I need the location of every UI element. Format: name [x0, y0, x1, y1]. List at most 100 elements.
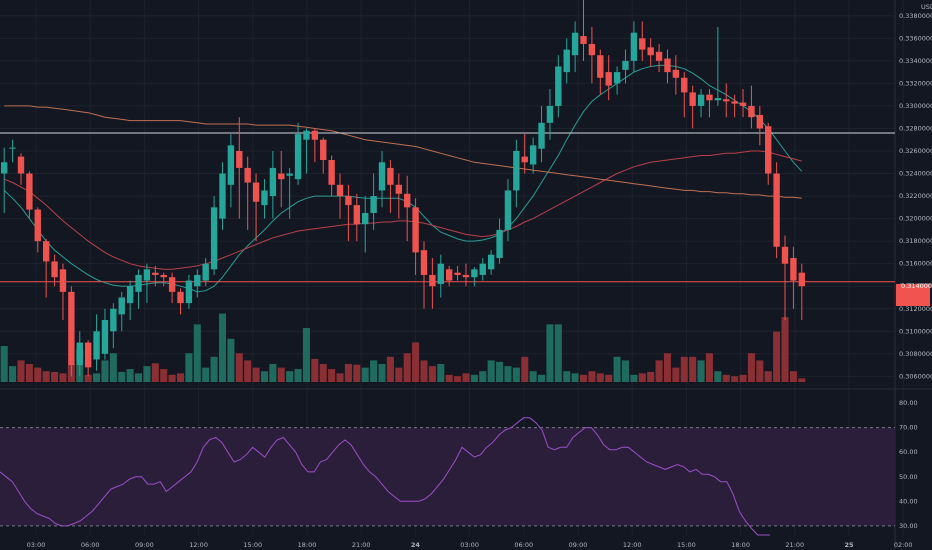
time-tick-label: 06:00 [81, 541, 100, 549]
rsi-panel: 80.00 70.00 60.00 50.00 40.00 30.00 [0, 399, 918, 536]
volume-bar [789, 371, 797, 382]
volume-bar [51, 371, 59, 382]
volume-bar [386, 356, 394, 382]
candle-body [706, 94, 713, 101]
candle-body [278, 173, 285, 180]
volume-bar [269, 364, 277, 382]
current-price-tag: 0.31400000 [896, 282, 932, 306]
volume-bar [731, 376, 739, 382]
candle-body [345, 196, 352, 206]
volume-bar [378, 364, 386, 382]
candle-body [538, 122, 545, 149]
volume-bar [773, 331, 781, 382]
volume-bar [529, 371, 537, 382]
volume-bar [563, 371, 571, 382]
volume-bar [739, 374, 747, 382]
candle-body [17, 156, 25, 174]
volume-bar [126, 369, 134, 382]
candle-body [101, 320, 109, 354]
candle-body [328, 160, 335, 185]
volume-bar [93, 373, 101, 382]
price-tick-label: 0.31600000 [899, 260, 932, 268]
volume-bar [546, 324, 554, 382]
time-tick-label: 25 [844, 541, 854, 549]
candle-body [68, 291, 75, 366]
time-tick-label: 03:00 [460, 541, 479, 549]
volume-bar [353, 364, 361, 382]
candle-body [219, 173, 226, 219]
rsi-tick-label: 30.00 [899, 522, 918, 530]
volume-bar [479, 371, 487, 382]
price-axis: USD 0.33800000 0.33600000 0.33400000 0.3320… [899, 3, 932, 380]
candle-body [244, 167, 251, 183]
price-tick-label: 0.32200000 [899, 192, 932, 200]
time-tick-label: 21:00 [352, 541, 371, 549]
volume-bar [714, 371, 722, 382]
candle-body [773, 173, 780, 247]
volume-bar [168, 374, 176, 382]
candle-body [681, 77, 688, 93]
candle-body [168, 277, 176, 292]
candle-body [781, 246, 789, 264]
volume-bar [588, 371, 596, 382]
volume-bar [160, 369, 168, 382]
volume-bar [689, 356, 697, 382]
volume-bar [218, 313, 227, 382]
candle-body [320, 139, 327, 161]
volume-bar [185, 353, 193, 382]
price-tick-label: 0.33400000 [899, 57, 932, 65]
candle-body [622, 60, 629, 70]
time-tick-label: 24 [411, 541, 421, 549]
candle-body [664, 58, 671, 73]
volume-bar [101, 360, 109, 382]
candle-body [588, 43, 596, 56]
candle-body [487, 254, 495, 270]
candle-body [76, 342, 83, 366]
volume-bar [504, 366, 512, 382]
candle-body [689, 92, 696, 106]
candles-layer [1, 0, 805, 377]
volume-bar [395, 367, 403, 382]
volume-bar [109, 353, 117, 382]
candle-body [210, 207, 218, 270]
volume-bar [302, 328, 310, 382]
candle-body [110, 308, 117, 332]
volume-bar [252, 367, 260, 382]
time-tick-label: 09:00 [569, 541, 588, 549]
candle-body [462, 274, 470, 278]
candle-body [387, 167, 394, 185]
volume-bar [17, 360, 25, 382]
candle-body [454, 272, 461, 275]
candle-body [286, 173, 293, 176]
rsi-line [0, 417, 770, 536]
volume-bar [294, 369, 302, 382]
volume-bar [781, 317, 789, 382]
volume-bar [621, 360, 630, 382]
volume-bar [655, 360, 663, 382]
time-tick-label: 15:00 [677, 541, 696, 549]
volume-bar [605, 374, 613, 382]
volume-bar [143, 366, 151, 382]
volume-bar [638, 373, 646, 382]
current-price-badge [896, 284, 930, 306]
volume-bar [630, 374, 638, 382]
candle-body [202, 263, 209, 281]
candle-body [185, 280, 193, 304]
time-tick-label: 03:00 [27, 541, 46, 549]
candle-body [42, 241, 50, 262]
time-tick-label: 21:00 [785, 541, 804, 549]
candle-body [672, 69, 680, 78]
horizontal-lines [0, 132, 895, 283]
candle-body [765, 126, 772, 174]
volume-bar [462, 373, 470, 382]
volume-bar [319, 364, 327, 382]
candle-body [353, 205, 361, 225]
volume-bar [454, 376, 462, 382]
volume-bar [705, 353, 713, 382]
price-tick-label: 0.33200000 [899, 79, 932, 87]
candle-body [395, 184, 402, 194]
time-tick-label: 12:00 [623, 541, 642, 549]
volume-bar [328, 369, 336, 382]
